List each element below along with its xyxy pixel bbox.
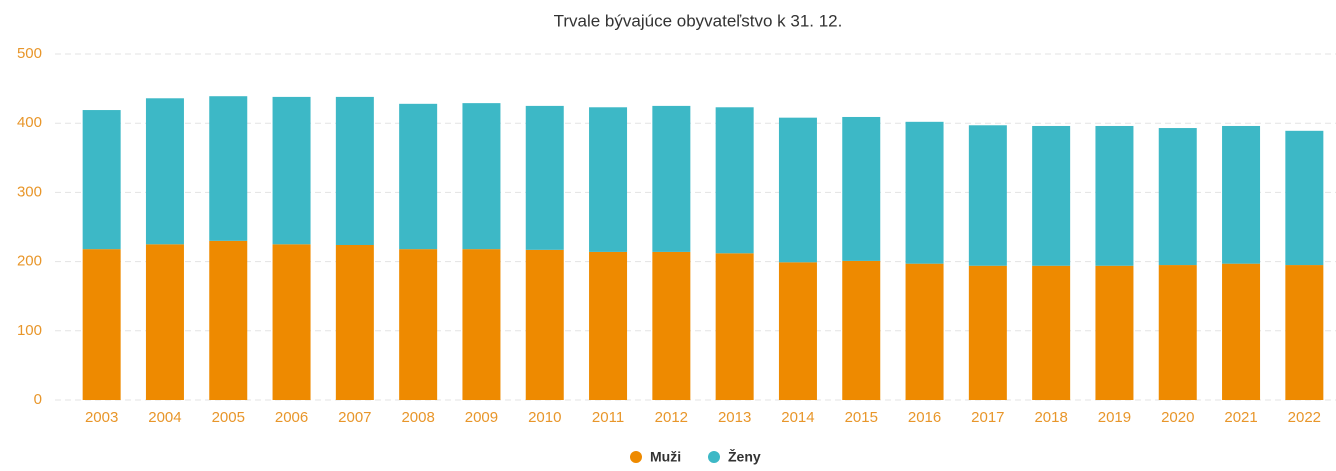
- x-tick-label: 2022: [1288, 409, 1321, 426]
- x-tick-label: 2021: [1224, 409, 1257, 426]
- bar-segment: [82, 249, 121, 400]
- bar-segment: [652, 251, 691, 400]
- bar-segment: [905, 263, 944, 400]
- bar-segment: [525, 105, 564, 250]
- bar-segment: [1032, 265, 1071, 400]
- x-tick-label: 2016: [908, 409, 941, 426]
- bar-segment: [1158, 128, 1197, 266]
- x-tick-label: 2004: [148, 409, 181, 426]
- bar-segment: [905, 121, 944, 264]
- x-tick-label: 2007: [338, 409, 371, 426]
- x-tick-label: 2020: [1161, 409, 1194, 426]
- x-tick-label: 2017: [971, 409, 1004, 426]
- bar-segment: [1222, 125, 1261, 264]
- bar-segment: [1095, 125, 1134, 266]
- bar-segment: [715, 107, 754, 254]
- bar-segment: [145, 98, 184, 245]
- legend-marker: [708, 451, 720, 463]
- bar-segment: [1095, 265, 1134, 400]
- bar-segment: [1285, 265, 1324, 400]
- bar-segment: [399, 249, 438, 400]
- bar-segment: [589, 107, 628, 252]
- x-tick-label: 2003: [85, 409, 118, 426]
- chart-title: Trvale bývajúce obyvateľstvo k 31. 12.: [554, 11, 843, 30]
- bar-segment: [778, 262, 817, 400]
- legend-marker: [630, 451, 642, 463]
- x-tick-label: 2005: [212, 409, 245, 426]
- x-tick-label: 2008: [401, 409, 434, 426]
- bar-segment: [1032, 125, 1071, 266]
- bar-segment: [652, 105, 691, 252]
- bar-segment: [145, 244, 184, 400]
- bar-segment: [968, 265, 1007, 400]
- x-tick-label: 2011: [592, 409, 624, 426]
- x-tick-label: 2014: [781, 409, 814, 426]
- bar-segment: [272, 244, 311, 400]
- legend-label: Ženy: [728, 448, 761, 465]
- bar-segment: [462, 103, 501, 250]
- y-tick-label: 100: [17, 322, 42, 339]
- x-tick-label: 2009: [465, 409, 498, 426]
- bar-segment: [462, 249, 501, 400]
- x-tick-label: 2010: [528, 409, 561, 426]
- bar-segment: [715, 253, 754, 400]
- bar-segment: [1285, 130, 1324, 266]
- bar-segment: [589, 251, 628, 400]
- legend-label: Muži: [650, 449, 681, 465]
- bar-segment: [1222, 263, 1261, 400]
- bar-segment: [209, 240, 248, 400]
- x-tick-label: 2018: [1034, 409, 1067, 426]
- bar-segment: [842, 260, 881, 400]
- x-tick-label: 2013: [718, 409, 751, 426]
- y-tick-label: 200: [17, 253, 42, 270]
- x-tick-label: 2012: [655, 409, 688, 426]
- bar-segment: [1158, 265, 1197, 400]
- bar-segment: [335, 244, 374, 400]
- bar-segment: [399, 103, 438, 250]
- bar-segment: [968, 125, 1007, 266]
- y-tick-label: 300: [17, 183, 42, 200]
- bar-segment: [842, 116, 881, 261]
- x-tick-label: 2019: [1098, 409, 1131, 426]
- x-tick-label: 2006: [275, 409, 308, 426]
- bar-segment: [525, 249, 564, 400]
- bar-segment: [82, 110, 121, 250]
- y-tick-label: 400: [17, 114, 42, 131]
- y-tick-label: 0: [34, 391, 42, 408]
- x-tick-label: 2015: [845, 409, 878, 426]
- bar-segment: [335, 96, 374, 245]
- y-tick-label: 500: [17, 45, 42, 62]
- bar-segment: [272, 96, 311, 245]
- bar-segment: [209, 96, 248, 241]
- bar-segment: [778, 117, 817, 263]
